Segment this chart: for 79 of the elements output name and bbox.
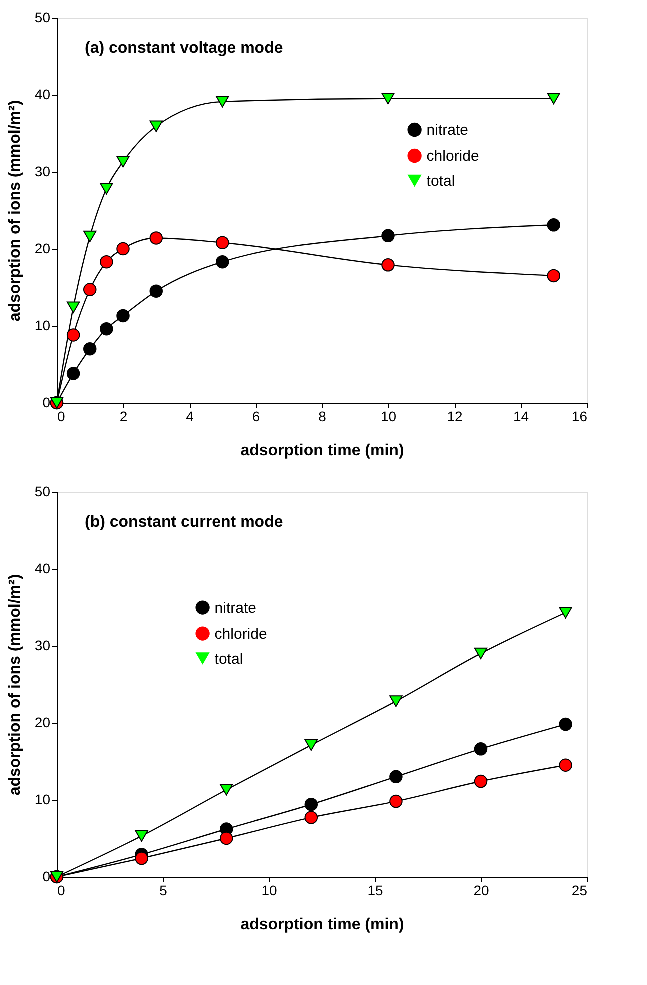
point (220, 784, 234, 796)
text: (b) constant current mode (85, 514, 284, 531)
x-tick-label: 4 (186, 408, 194, 424)
point (559, 718, 572, 732)
x-tick-label: 15 (368, 882, 384, 898)
x-tick-label: 8 (318, 408, 327, 424)
point (220, 832, 234, 846)
y-tick-label: 10 (34, 318, 51, 334)
x-tick-label: 0 (58, 408, 66, 424)
y-tick-label: 20 (34, 240, 51, 256)
point (84, 283, 97, 296)
point (547, 93, 560, 105)
y-tick-label: 40 (34, 560, 51, 576)
y-tick-label: 10 (34, 792, 51, 808)
point (559, 758, 572, 772)
legend-label: nitrate (214, 600, 257, 617)
x-axis-title: adsorption time (min) (240, 442, 404, 460)
point (135, 852, 148, 866)
legend-label: chloride (426, 148, 480, 165)
x-axis-title: adsorption time (min) (240, 916, 404, 934)
text: (a) constant voltage mode (85, 40, 284, 57)
x-tick-label: 20 (474, 882, 490, 898)
y-axis-title: adsorption of ions (mmol/m²) (6, 574, 24, 796)
point (390, 770, 403, 784)
point (216, 236, 230, 250)
y-tick-label: 0 (42, 394, 51, 410)
x-tick-label: 10 (262, 882, 278, 898)
point (66, 367, 80, 380)
point (474, 774, 488, 788)
point (474, 742, 488, 756)
point (382, 229, 395, 243)
point (390, 696, 403, 708)
point (547, 269, 560, 283)
y-tick-label: 20 (34, 714, 51, 730)
point (84, 342, 97, 356)
point (559, 607, 572, 619)
point (116, 156, 130, 168)
y-axis-title: adsorption of ions (mmol/m²) (6, 100, 24, 322)
point (100, 255, 114, 269)
point (116, 309, 130, 323)
x-tick-label: 25 (572, 882, 588, 898)
y-tick-label: 0 (42, 868, 51, 884)
point (116, 242, 130, 256)
x-tick-label: 0 (58, 882, 66, 898)
point (474, 648, 488, 660)
point (135, 830, 148, 842)
x-tick-label: 2 (120, 408, 128, 424)
y-tick-label: 30 (34, 638, 51, 654)
x-tick-label: 10 (380, 408, 397, 424)
point (216, 96, 230, 108)
point (100, 322, 114, 336)
point (304, 811, 318, 824)
point (66, 328, 80, 342)
y-tick-label: 40 (34, 86, 51, 102)
y-tick-label: 50 (34, 10, 51, 26)
legend-label: chloride (214, 626, 268, 643)
point (304, 798, 318, 812)
x-tick-label: 12 (447, 408, 463, 424)
point (150, 284, 163, 298)
legend-label: total (426, 172, 456, 190)
point (382, 93, 395, 105)
legend-label: nitrate (426, 122, 469, 139)
x-tick-label: 16 (572, 408, 588, 424)
x-tick-label: 5 (160, 882, 168, 898)
legend-label: total (214, 650, 244, 668)
x-tick-label: 6 (252, 408, 260, 424)
point (150, 120, 163, 132)
x-tick-label: 14 (513, 408, 530, 424)
point (100, 183, 114, 195)
point (150, 232, 163, 245)
y-tick-label: 30 (34, 164, 51, 180)
point (547, 218, 560, 232)
point (84, 230, 97, 242)
point (66, 302, 80, 314)
point (304, 740, 318, 752)
y-tick-label: 50 (34, 484, 51, 500)
point (216, 255, 230, 269)
point (390, 794, 403, 808)
point (382, 258, 395, 272)
